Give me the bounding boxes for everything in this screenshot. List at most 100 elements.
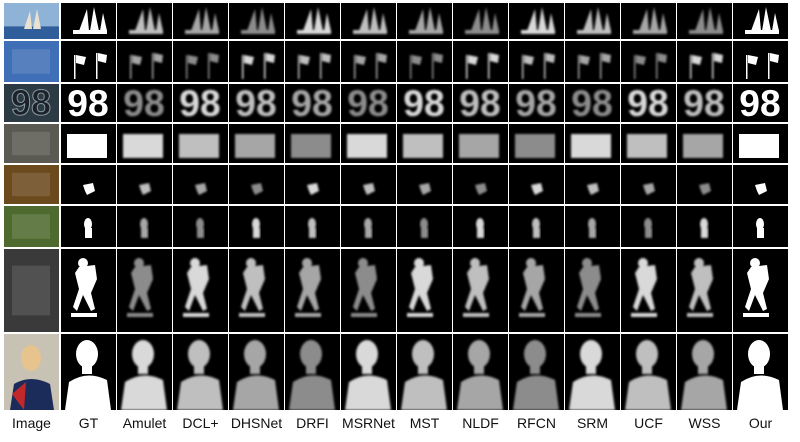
cell-sailboat-rfcn [509,3,564,39]
method-label-dcl-: DCL+ [182,415,219,431]
cell-sailboat-amulet [117,3,172,39]
svg-text:98: 98 [67,84,108,122]
method-label-dhsnet: DHSNet [230,415,283,431]
cell-building-nldf [453,124,508,163]
cell-woman-portrait-mst [397,334,452,410]
cell-child-amulet [117,206,172,247]
method-label-row: Image GT Amulet DCL+ DHSNet DRFI MSRNet MST NLDF… [4,411,792,437]
cell-skateboarder-rfcn [509,249,564,332]
cell-flags-mst [397,41,452,82]
cell-woman-portrait-msrnet [341,334,396,410]
cell-woman-portrait-rfcn [509,334,564,410]
cell-leaf-nldf [453,165,508,204]
cell-child-gt [61,206,116,247]
cell-building-msrnet [341,124,396,163]
cell-skateboarder-drfi [285,249,340,332]
cell-building-dhsnet [229,124,284,163]
cell-leaf-dcl- [173,165,228,204]
cell-child-srm [565,206,620,247]
svg-text:98: 98 [403,84,444,122]
cell-leaf-image [4,165,59,204]
svg-text:98: 98 [571,84,612,122]
cell-child-wss [677,206,732,247]
cell-sailboat-image [4,3,59,39]
svg-text:98: 98 [347,84,388,122]
cell-skateboarder-ucf [621,249,676,332]
cell-digits-98-msrnet: 98 [341,84,396,122]
cell-digits-98-dhsnet: 98 [229,84,284,122]
cell-flags-nldf [453,41,508,82]
cell-leaf-amulet [117,165,172,204]
cell-skateboarder-our [733,249,788,332]
cell-flags-gt [61,41,116,82]
cell-leaf-wss [677,165,732,204]
cell-flags-wss [677,41,732,82]
cell-woman-portrait-gt [61,334,116,410]
cell-flags-drfi [285,41,340,82]
svg-text:98: 98 [291,84,332,122]
cell-building-srm [565,124,620,163]
cell-woman-portrait-wss [677,334,732,410]
cell-child-nldf [453,206,508,247]
cell-woman-portrait-our [733,334,788,410]
cell-leaf-our [733,165,788,204]
cell-sailboat-dcl- [173,3,228,39]
cell-skateboarder-amulet [117,249,172,332]
cell-leaf-mst [397,165,452,204]
cell-child-msrnet [341,206,396,247]
cell-flags-msrnet [341,41,396,82]
cell-child-ucf [621,206,676,247]
method-label-ucf: UCF [634,415,663,431]
cell-sailboat-gt [61,3,116,39]
cell-building-gt [61,124,116,163]
cell-flags-dhsnet [229,41,284,82]
svg-text:98: 98 [11,84,51,122]
cell-leaf-ucf [621,165,676,204]
svg-text:98: 98 [515,84,556,122]
cell-digits-98-our: 98 [733,84,788,122]
cell-woman-portrait-dhsnet [229,334,284,410]
cell-leaf-msrnet [341,165,396,204]
cell-digits-98-nldf: 98 [453,84,508,122]
cell-skateboarder-wss [677,249,732,332]
method-label-rfcn: RFCN [517,415,556,431]
cell-digits-98-image: 98 [4,84,59,122]
cell-flags-rfcn [509,41,564,82]
method-label-wss: WSS [688,415,721,431]
cell-child-dcl- [173,206,228,247]
cell-building-our [733,124,788,163]
cell-digits-98-dcl-: 98 [173,84,228,122]
svg-text:98: 98 [179,84,220,122]
cell-skateboarder-msrnet [341,249,396,332]
cell-building-ucf [621,124,676,163]
cell-child-drfi [285,206,340,247]
svg-text:98: 98 [627,84,668,122]
cell-sailboat-mst [397,3,452,39]
cell-child-mst [397,206,452,247]
cell-sailboat-drfi [285,3,340,39]
cell-digits-98-drfi: 98 [285,84,340,122]
saliency-comparison-grid: 98 98 98 98 98 98 98 98 98 98 98 98 98 98 [4,3,792,410]
cell-building-wss [677,124,732,163]
cell-sailboat-wss [677,3,732,39]
cell-digits-98-mst: 98 [397,84,452,122]
cell-skateboarder-srm [565,249,620,332]
cell-woman-portrait-amulet [117,334,172,410]
cell-leaf-drfi [285,165,340,204]
cell-woman-portrait-nldf [453,334,508,410]
cell-building-rfcn [509,124,564,163]
method-label-msrnet: MSRNet [342,415,395,431]
cell-child-our [733,206,788,247]
cell-digits-98-gt: 98 [61,84,116,122]
cell-skateboarder-nldf [453,249,508,332]
method-label-our: Our [748,415,773,431]
cell-flags-amulet [117,41,172,82]
cell-child-rfcn [509,206,564,247]
cell-skateboarder-dcl- [173,249,228,332]
method-label-gt: GT [78,415,99,431]
cell-sailboat-srm [565,3,620,39]
cell-building-image [4,124,59,163]
cell-building-amulet [117,124,172,163]
cell-skateboarder-gt [61,249,116,332]
cell-sailboat-our [733,3,788,39]
